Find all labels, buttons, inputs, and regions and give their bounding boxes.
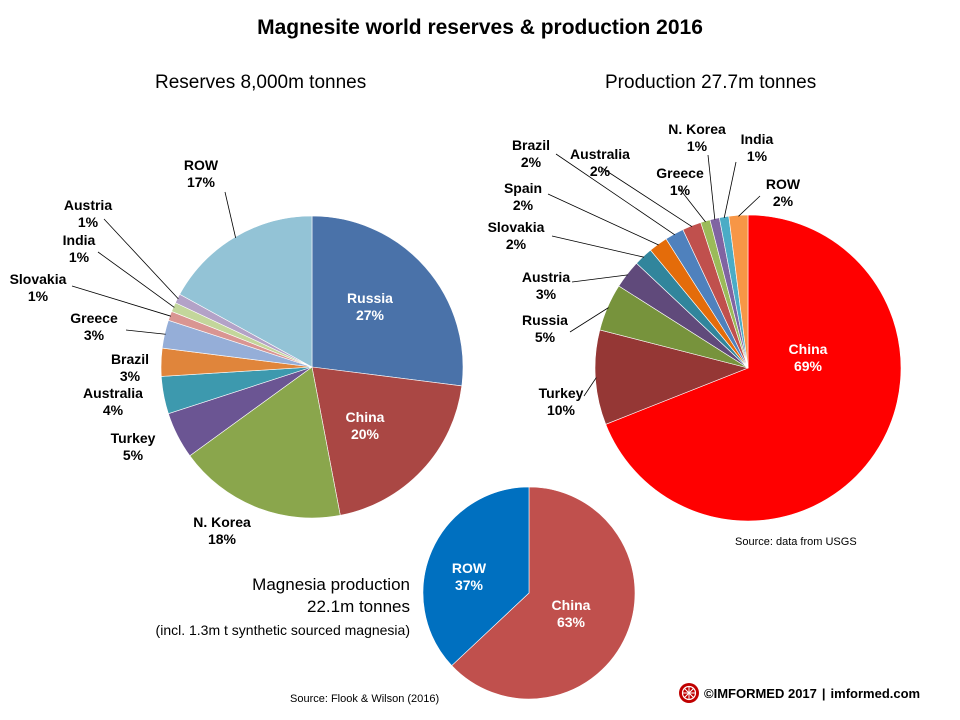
slice-label-reserves-austria: Austria	[64, 197, 112, 213]
slice-label-production-slovakia: Slovakia	[488, 219, 545, 235]
source-usgs: Source: data from USGS	[735, 536, 857, 548]
pie-slice-reserves-china	[311, 366, 463, 516]
slice-label-production-spain: Spain	[504, 180, 542, 196]
magnesia-title-line2: 22.1m tonnes	[306, 597, 410, 616]
leader-line-production-austria	[571, 274, 628, 283]
slice-label-reserves-turkey: Turkey	[111, 430, 156, 446]
leader-line-reserves-india	[97, 251, 175, 308]
production-chart-title: Production 27.7m tonnes	[605, 72, 817, 93]
slice-value-production-n-korea: 1%	[687, 138, 708, 154]
slice-value-production-austria: 3%	[536, 286, 557, 302]
leader-line-production-spain	[547, 193, 659, 246]
pie-slice-reserves-n-korea	[189, 366, 341, 519]
slice-label-production-china: China	[789, 341, 828, 357]
footer-credit: ©IMFORMED 2017 | imformed.com	[678, 682, 920, 704]
slice-value-reserves-india: 1%	[69, 249, 90, 265]
leader-line-production-turkey	[583, 377, 597, 397]
leader-line-reserves-austria	[103, 218, 179, 300]
slice-value-reserves-turkey: 5%	[123, 447, 144, 463]
slice-value-production-row: 2%	[773, 193, 794, 209]
pie-slice-production-row	[728, 214, 749, 369]
slice-label-reserves-n-korea: N. Korea	[193, 514, 251, 530]
slice-value-production-russia: 5%	[535, 329, 556, 345]
leader-line-reserves-slovakia	[71, 285, 171, 317]
slice-value-magnesia-china: 63%	[557, 614, 586, 630]
slice-value-reserves-russia: 27%	[356, 307, 385, 323]
source-flook: Source: Flook & Wilson (2016)	[290, 693, 440, 705]
slice-value-production-china: 69%	[794, 358, 823, 374]
slice-value-reserves-slovakia: 1%	[28, 288, 49, 304]
slice-value-reserves-australia: 4%	[103, 402, 124, 418]
slice-label-magnesia-row: ROW	[452, 560, 487, 576]
slice-label-reserves-greece: Greece	[70, 310, 118, 326]
slice-label-production-russia: Russia	[522, 312, 568, 328]
slice-value-production-turkey: 10%	[547, 402, 576, 418]
magnesia-note: (incl. 1.3m t synthetic sourced magnesia…	[155, 622, 410, 638]
leader-line-production-india	[723, 161, 737, 218]
slice-value-production-slovakia: 2%	[506, 236, 527, 252]
slice-value-reserves-austria: 1%	[78, 214, 99, 230]
slice-label-reserves-china: China	[346, 409, 385, 425]
reserves-chart-title: Reserves 8,000m tonnes	[155, 72, 367, 93]
slice-value-reserves-n-korea: 18%	[208, 531, 237, 547]
slice-value-production-greece: 1%	[670, 182, 691, 198]
slice-label-reserves-row: ROW	[184, 157, 219, 173]
pie-slice-magnesia-china	[451, 486, 636, 700]
slice-label-reserves-australia: Australia	[83, 385, 143, 401]
pie-slice-magnesia-row	[422, 486, 530, 666]
leader-line-production-brazil	[555, 153, 675, 236]
slice-value-reserves-row: 17%	[187, 174, 216, 190]
slice-label-magnesia-china: China	[552, 597, 591, 613]
pie-slice-production-turkey	[594, 329, 749, 425]
leader-line-production-greece	[678, 187, 706, 223]
imformed-logo-icon	[679, 683, 699, 703]
slice-label-reserves-russia: Russia	[347, 290, 393, 306]
slice-value-reserves-brazil: 3%	[120, 368, 141, 384]
leader-line-production-slovakia	[551, 235, 645, 258]
slice-value-production-australia: 2%	[590, 163, 611, 179]
leader-line-reserves-greece	[125, 329, 166, 335]
slice-label-reserves-india: India	[63, 232, 96, 248]
slice-label-reserves-brazil: Brazil	[111, 351, 149, 367]
main-title: Magnesite world reserves & production 20…	[257, 16, 703, 39]
slice-value-reserves-greece: 3%	[84, 327, 105, 343]
leader-line-production-russia	[569, 307, 609, 333]
slice-label-production-india: India	[741, 131, 774, 147]
slice-value-production-spain: 2%	[513, 197, 534, 213]
slice-label-production-row: ROW	[766, 176, 801, 192]
footer-site: imformed.com	[830, 685, 921, 701]
slice-label-production-turkey: Turkey	[539, 385, 584, 401]
slice-label-reserves-slovakia: Slovakia	[10, 271, 67, 287]
magnesia-title-line1: Magnesia production	[252, 575, 410, 594]
leader-line-production-n-korea	[707, 154, 716, 220]
leader-line-reserves-row	[224, 191, 237, 238]
slice-label-production-n-korea: N. Korea	[668, 121, 726, 137]
footer-brand: ©IMFORMED 2017	[704, 685, 817, 701]
pie-slice-reserves-russia	[311, 215, 464, 387]
slice-label-production-brazil: Brazil	[512, 137, 550, 153]
pie-slice-production-china	[605, 214, 902, 522]
slice-label-production-austria: Austria	[522, 269, 570, 285]
slice-value-magnesia-row: 37%	[455, 577, 484, 593]
footer-separator: |	[821, 685, 826, 701]
slice-value-production-india: 1%	[747, 148, 768, 164]
leader-line-production-row	[738, 195, 761, 217]
slice-label-production-greece: Greece	[656, 165, 704, 181]
leader-line-production-australia	[601, 167, 693, 228]
magnesia-chart-title: Magnesia production 22.1m tonnes	[150, 574, 410, 618]
slice-value-production-brazil: 2%	[521, 154, 542, 170]
slice-label-production-australia: Australia	[570, 146, 630, 162]
slice-value-reserves-china: 20%	[351, 426, 380, 442]
